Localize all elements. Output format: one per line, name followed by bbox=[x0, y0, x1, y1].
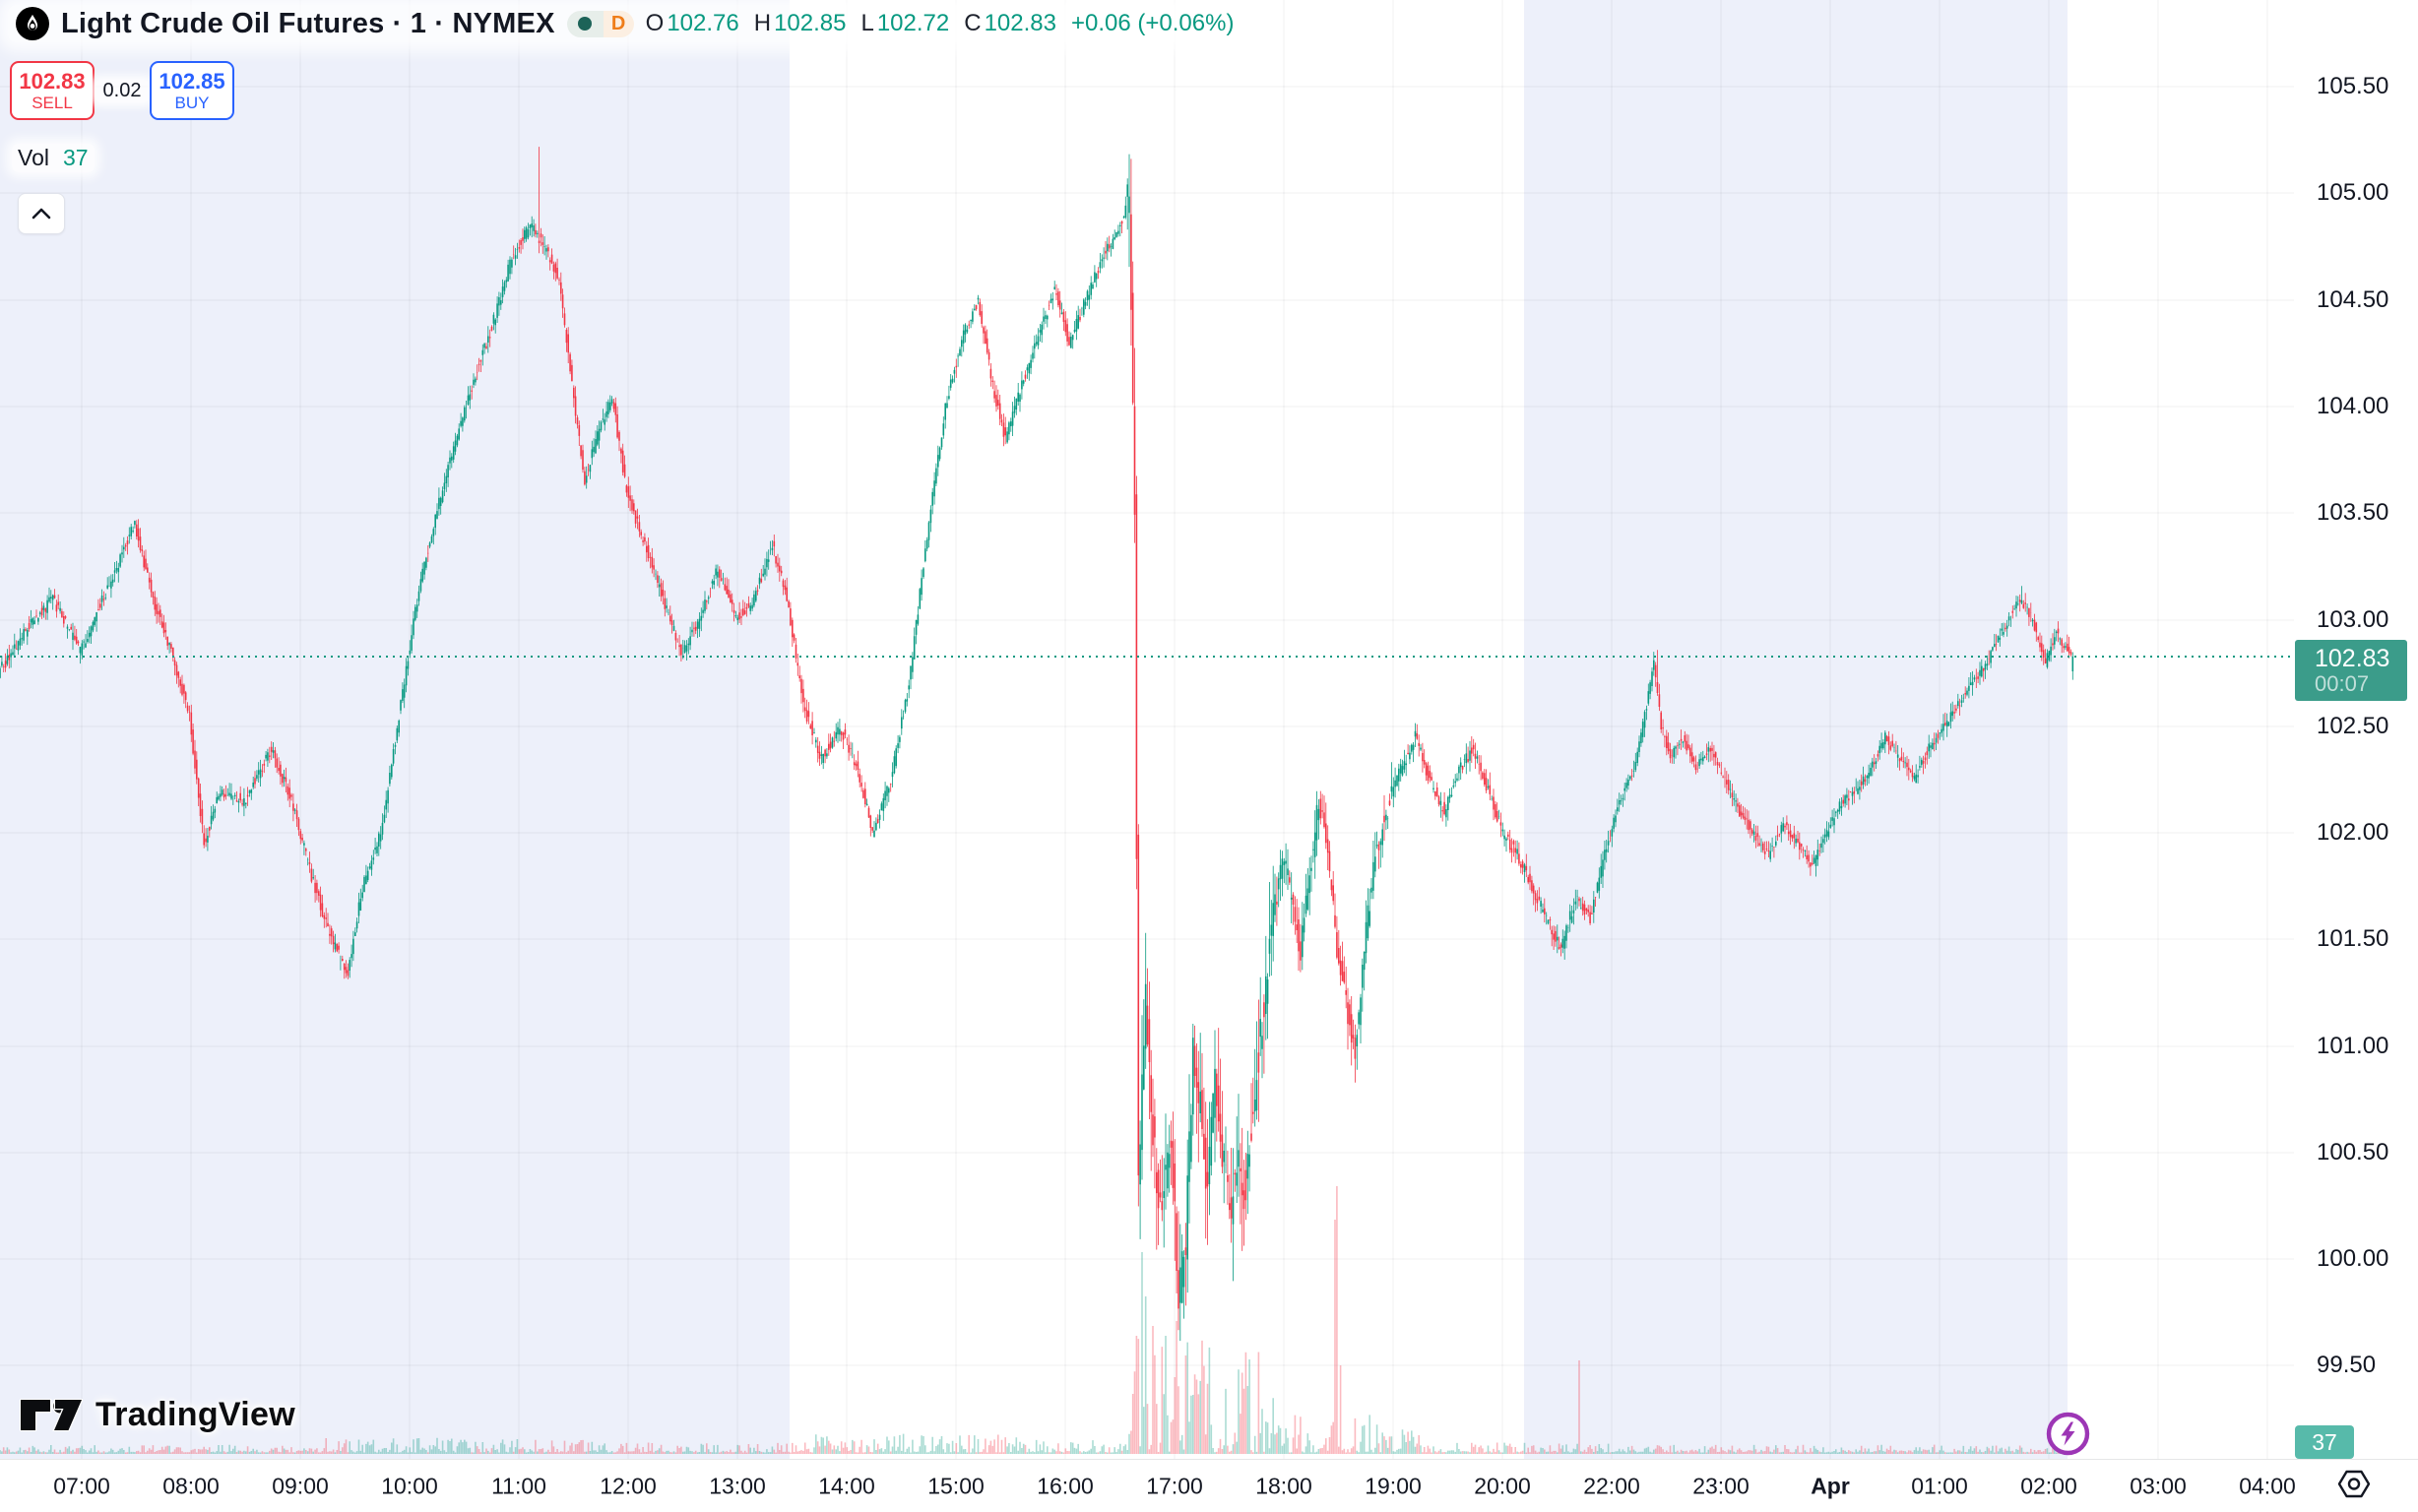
hexagon-eye-icon bbox=[2337, 1470, 2371, 1497]
sell-label: SELL bbox=[32, 93, 73, 112]
time-tick-label: 14:00 bbox=[818, 1473, 875, 1498]
last-price-value: 102.83 bbox=[2315, 645, 2390, 672]
open-value: 102.76 bbox=[667, 10, 739, 36]
bar-countdown-timer: 00:07 bbox=[2315, 671, 2370, 696]
tradingview-logo[interactable]: TradingView bbox=[20, 1396, 295, 1434]
time-tick-label: 13:00 bbox=[709, 1473, 766, 1498]
buy-label: BUY bbox=[174, 93, 210, 112]
time-tick-label: 22:00 bbox=[1583, 1473, 1640, 1498]
volume-up-bars bbox=[0, 1252, 2074, 1454]
down-wicks bbox=[3, 147, 2071, 1331]
price-tick-label: 101.50 bbox=[2317, 925, 2389, 952]
grid bbox=[0, 0, 2294, 1459]
up-wicks bbox=[0, 154, 2073, 1342]
session-band bbox=[1524, 0, 2068, 1459]
price-tick-label: 103.50 bbox=[2317, 499, 2389, 526]
price-tick-label: 100.00 bbox=[2317, 1245, 2389, 1272]
sell-button[interactable]: 102.83 SELL bbox=[10, 61, 95, 120]
time-tick-label: 15:00 bbox=[927, 1473, 985, 1498]
price-tick-label: 102.50 bbox=[2317, 713, 2389, 739]
time-tick-label: 20:00 bbox=[1474, 1473, 1531, 1498]
ohlc-readout: O 102.76 H 102.85 L 102.72 C 102.83 +0.06 (+… bbox=[646, 10, 1235, 37]
flash-button[interactable] bbox=[2046, 1412, 2090, 1456]
low-value: 102.72 bbox=[876, 10, 950, 36]
time-tick-label: 10:00 bbox=[381, 1473, 438, 1498]
time-tick-label: 23:00 bbox=[1692, 1473, 1750, 1498]
open-label: O bbox=[645, 10, 665, 36]
tradingview-mark-icon bbox=[20, 1399, 83, 1431]
buy-price: 102.85 bbox=[159, 68, 225, 94]
price-tick-label: 99.50 bbox=[2317, 1352, 2377, 1378]
price-tick-label: 105.00 bbox=[2317, 179, 2389, 206]
price-tick-label: 104.00 bbox=[2317, 393, 2389, 419]
time-tick-label: 02:00 bbox=[2020, 1473, 2077, 1498]
price-tick-label: 103.00 bbox=[2317, 606, 2389, 633]
buy-button[interactable]: 102.85 BUY bbox=[150, 61, 234, 120]
close-label: C bbox=[964, 10, 982, 36]
pane-axis-separator bbox=[0, 1459, 2418, 1460]
tradingview-wordmark: TradingView bbox=[95, 1396, 295, 1433]
time-tick-label: 18:00 bbox=[1255, 1473, 1312, 1498]
time-tick-label: 04:00 bbox=[2239, 1473, 2296, 1498]
delayed-data-badge[interactable]: D bbox=[603, 10, 634, 37]
time-tick-label: 16:00 bbox=[1037, 1473, 1094, 1498]
time-tick-label: 03:00 bbox=[2130, 1473, 2187, 1498]
volume-down-bars bbox=[2, 1186, 2072, 1454]
axis-settings-button[interactable] bbox=[2337, 1469, 2371, 1504]
price-tick-label: 102.00 bbox=[2317, 819, 2389, 846]
time-tick-label: Apr bbox=[1811, 1473, 1850, 1498]
change-value: +0.06 (+0.06%) bbox=[1070, 10, 1235, 36]
trade-panel: 102.83 SELL 0.02 102.85 BUY bbox=[10, 61, 234, 120]
price-tick-label: 101.00 bbox=[2317, 1033, 2389, 1059]
symbol-logo-icon bbox=[16, 7, 49, 40]
close-value: 102.83 bbox=[984, 10, 1056, 36]
last-price-badge: 102.83 00:07 bbox=[2295, 640, 2407, 701]
market-open-dot-icon bbox=[578, 17, 593, 31]
volume-indicator-row: Vol 37 bbox=[12, 144, 95, 172]
volume-axis-badge: 37 bbox=[2295, 1425, 2354, 1459]
price-tick-label: 105.50 bbox=[2317, 73, 2389, 99]
time-tick-label: 12:00 bbox=[600, 1473, 657, 1498]
time-tick-label: 01:00 bbox=[1911, 1473, 1968, 1498]
up-bodies bbox=[0, 184, 2074, 1303]
time-tick-label: 09:00 bbox=[272, 1473, 329, 1498]
chevron-up-icon bbox=[32, 208, 51, 220]
price-tick-label: 100.50 bbox=[2317, 1139, 2389, 1166]
time-axis[interactable]: 07:00 08:00 09:00 10:00 11:00 12:00 13:00 14:00… bbox=[0, 1460, 2418, 1512]
volume-value: 37 bbox=[62, 145, 89, 170]
candlestick-chart[interactable] bbox=[0, 0, 2294, 1459]
high-value: 102.85 bbox=[774, 10, 847, 36]
time-tick-label: 08:00 bbox=[162, 1473, 220, 1498]
symbol-title[interactable]: Light Crude Oil Futures · 1 · NYMEX bbox=[61, 7, 555, 39]
time-tick-label: 19:00 bbox=[1365, 1473, 1422, 1498]
session-band bbox=[0, 0, 790, 1459]
down-bodies bbox=[2, 214, 2072, 1309]
high-label: H bbox=[753, 10, 772, 36]
time-tick-label: 07:00 bbox=[53, 1473, 110, 1498]
volume-label: Vol bbox=[18, 145, 49, 170]
spread-value: 0.02 bbox=[95, 79, 150, 102]
low-label: L bbox=[860, 10, 874, 36]
time-tick-label: 11:00 bbox=[491, 1473, 546, 1498]
market-status-badge[interactable]: D bbox=[566, 10, 634, 37]
price-tick-label: 104.50 bbox=[2317, 286, 2389, 313]
collapse-toggle-button[interactable] bbox=[18, 193, 65, 234]
sell-price: 102.83 bbox=[19, 68, 86, 94]
lightning-icon bbox=[2046, 1412, 2090, 1456]
time-tick-label: 17:00 bbox=[1146, 1473, 1203, 1498]
price-axis[interactable]: 102.83 00:07 37 105.50 105.00 104.50 104.00… bbox=[2294, 0, 2418, 1459]
